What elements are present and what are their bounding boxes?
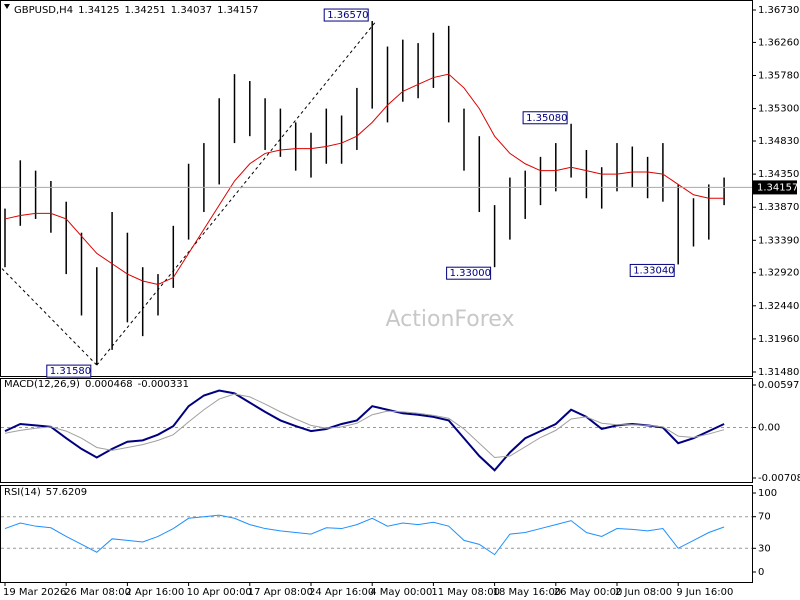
indicator-line [4, 389, 725, 472]
x-tick-label: 24 Apr 16:00 [309, 587, 374, 598]
swing-label-box [323, 8, 369, 22]
x-tick-label: 9 Jun 16:00 [676, 587, 733, 598]
swing-label: 1.35080 [526, 113, 567, 124]
panel-header: RSI(14) 57.6209 [4, 487, 87, 498]
y-tick-label: 1.32440 [758, 301, 799, 312]
y-tick-label: 1.31480 [758, 367, 799, 378]
watermark: ActionForex [386, 307, 515, 332]
trend-line [1, 268, 98, 366]
swing-label: 1.36570 [327, 10, 368, 21]
y-tick-label: 1.35300 [758, 104, 799, 115]
header-value: MACD(12,26,9) [4, 379, 80, 390]
y-tick-label: 1.36260 [758, 37, 799, 48]
swing-label-box [522, 111, 568, 125]
price-panel [0, 0, 753, 377]
indicator-line [4, 393, 725, 458]
x-tick-label: 2 Jun 08:00 [615, 587, 672, 598]
header-value: -0.000331 [138, 379, 189, 390]
y-tick-label: 1.34350 [758, 169, 799, 180]
swing-label-box [46, 364, 92, 378]
x-tick-label: 10 Apr 00:00 [187, 587, 252, 598]
x-tick-label: 4 May 00:00 [370, 587, 432, 598]
swing-label: 1.31580 [50, 366, 91, 377]
swing-label-box [629, 263, 675, 277]
header-value: GBPUSD,H4 [14, 5, 73, 16]
last-price-box [753, 180, 797, 195]
swing-label: 1.33000 [450, 268, 491, 279]
y-tick-label: 0.005973 [758, 380, 800, 391]
x-tick-label: 2 Apr 16:00 [125, 587, 184, 598]
swing-label: 1.33040 [633, 265, 674, 276]
header-value: RSI(14) [4, 487, 41, 498]
y-tick-label: 1.33870 [758, 202, 799, 213]
moving-average [4, 73, 725, 285]
y-tick-label: 70 [758, 512, 771, 523]
y-tick-label: 1.33390 [758, 235, 799, 246]
panel-header: MACD(12,26,9) 0.000468 -0.000331 [4, 379, 189, 390]
x-tick-label: 26 May 00:00 [554, 587, 623, 598]
y-tick-label: 1.32920 [758, 268, 799, 279]
header-value: 57.6209 [46, 487, 87, 498]
y-tick-label: 100 [758, 488, 777, 499]
rsi-panel [0, 485, 753, 583]
header-value: 1.34037 [171, 5, 212, 16]
indicator-line [4, 514, 725, 556]
panel-header: GBPUSD,H4 1.34125 1.34251 1.34037 1.34157 [14, 5, 259, 16]
x-tick-label: 19 Mar 2026 [3, 587, 66, 598]
x-tick-label: 18 May 16:00 [493, 587, 562, 598]
last-price-label: 1.34157 [757, 182, 798, 193]
header-value: 1.34157 [217, 5, 258, 16]
macd-panel [0, 378, 753, 483]
y-tick-label: 30 [758, 543, 771, 554]
y-tick-label: 1.34830 [758, 136, 799, 147]
y-tick-label: 1.31960 [758, 334, 799, 345]
y-tick-label: 1.36730 [758, 5, 799, 16]
y-tick-label: 0 [758, 567, 764, 578]
header-value: 0.000468 [85, 379, 133, 390]
y-tick-label: 1.35780 [758, 71, 799, 82]
y-tick-label: 0.00 [758, 423, 780, 434]
x-tick-label: 11 May 08:00 [431, 587, 500, 598]
swing-label-box [446, 266, 492, 280]
panel-arrow [4, 4, 10, 9]
y-tick-label: -0.007086 [758, 473, 800, 484]
x-tick-label: 17 Apr 08:00 [248, 587, 313, 598]
header-value: 1.34251 [124, 5, 165, 16]
x-tick-label: 26 Mar 08:00 [64, 587, 131, 598]
header-value: 1.34125 [78, 5, 119, 16]
